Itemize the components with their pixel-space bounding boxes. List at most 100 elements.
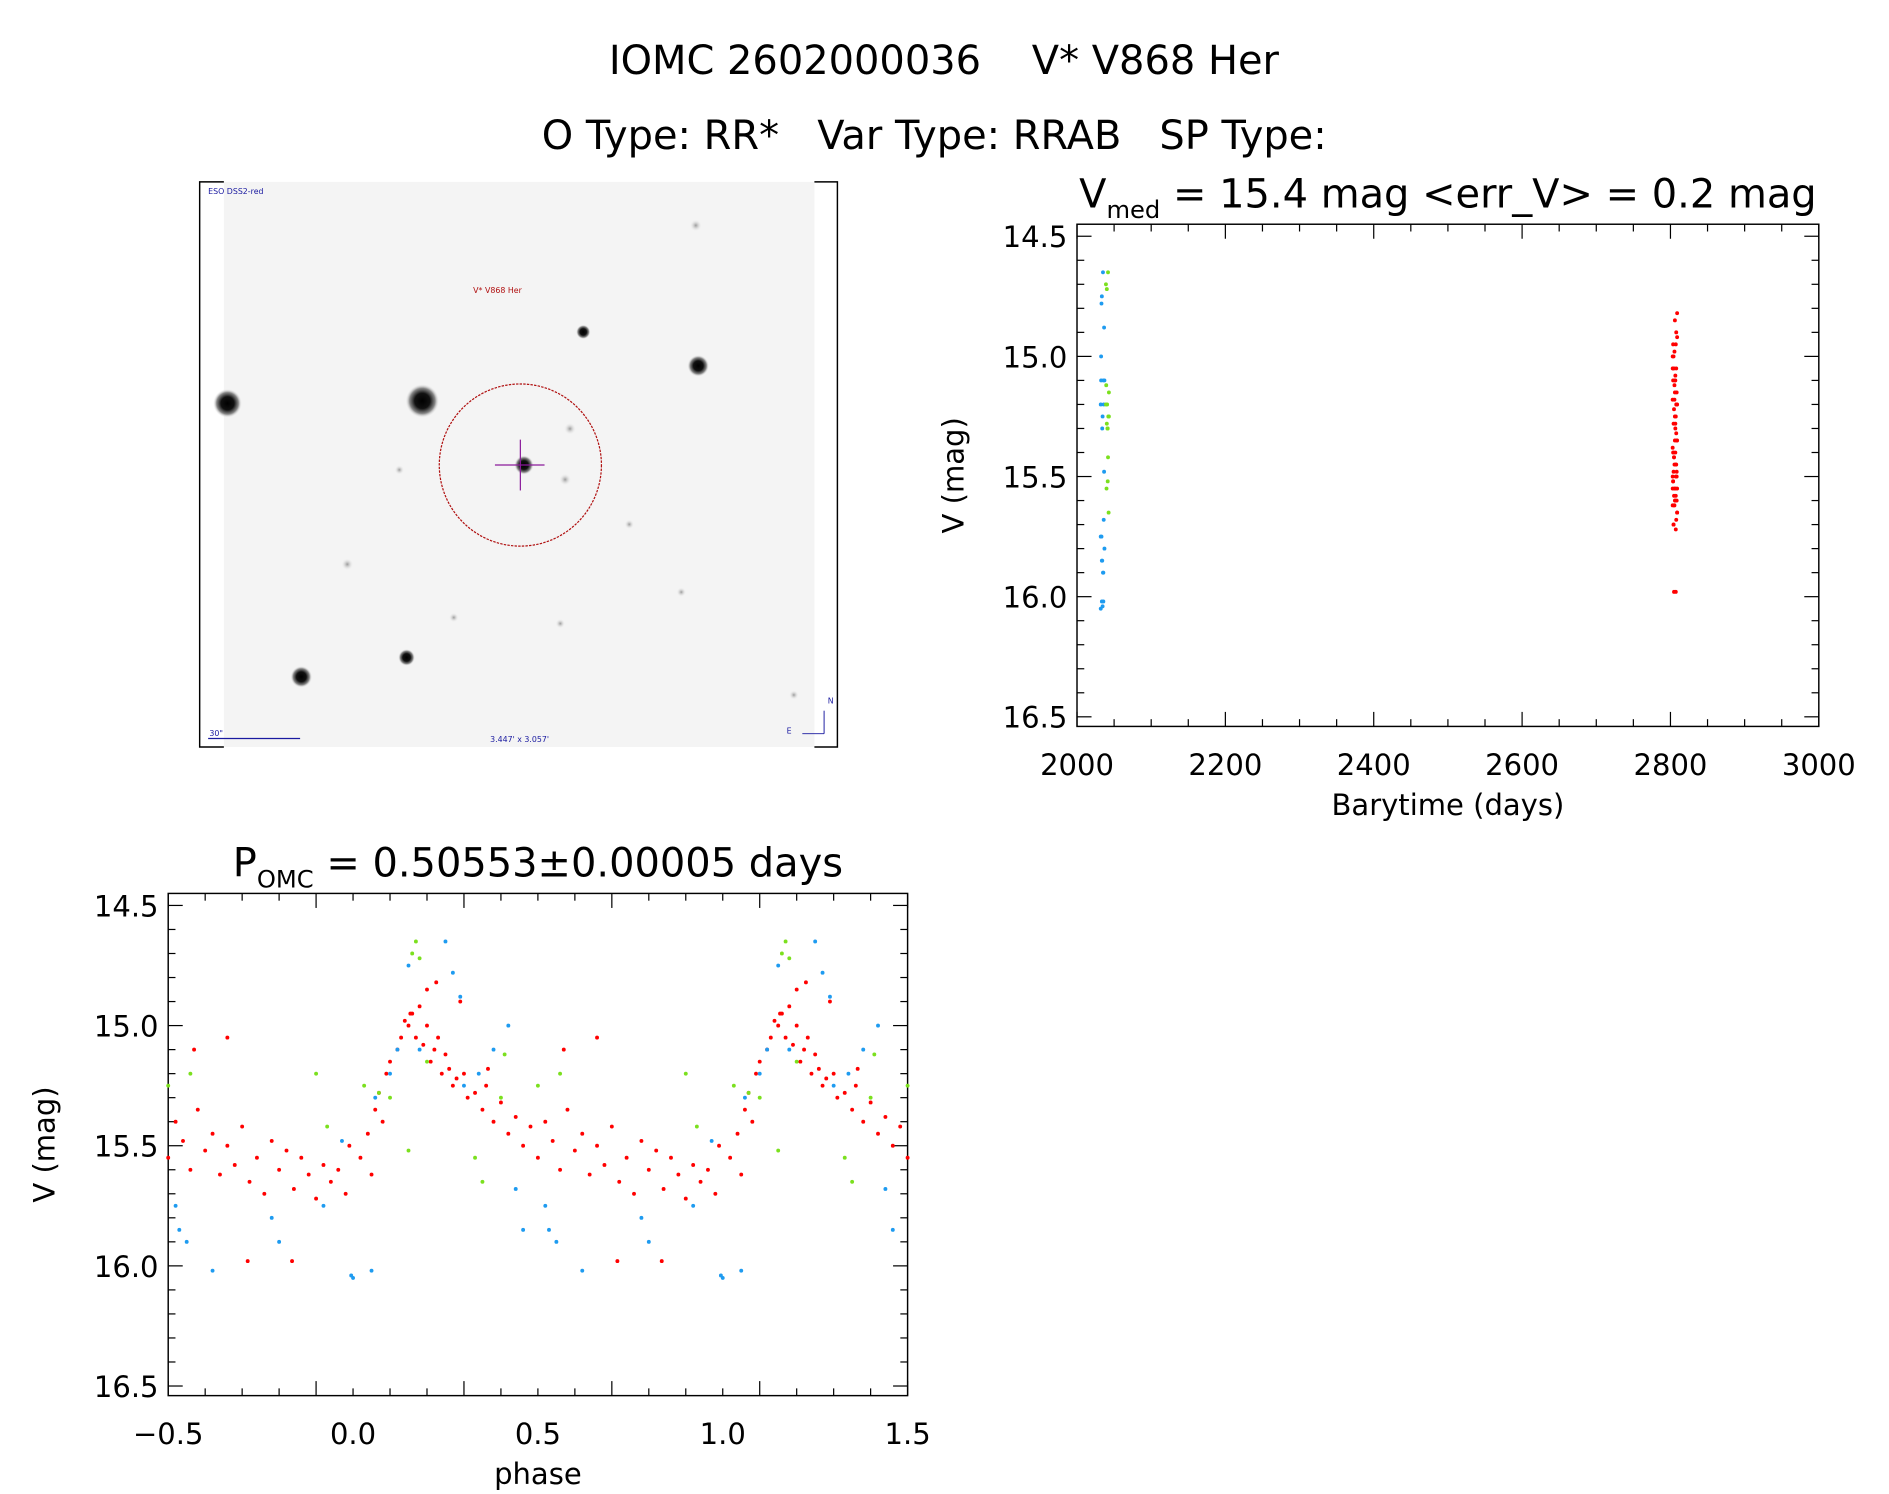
finder-object-label: V* V868 Her: [473, 286, 522, 295]
x-tick-label: 3000: [1782, 748, 1856, 782]
star-blob: [394, 465, 405, 475]
point-red: [615, 1259, 620, 1264]
point-blue: [1101, 517, 1106, 522]
point-green: [905, 1083, 910, 1088]
point-red: [535, 1155, 540, 1160]
point-blue: [321, 1203, 326, 1208]
point-blue: [1102, 325, 1107, 330]
point-red: [1675, 402, 1680, 407]
point-green: [787, 956, 792, 961]
point-blue: [757, 1071, 762, 1076]
point-red: [1675, 311, 1680, 316]
point-blue: [1099, 294, 1104, 299]
point-red: [1673, 378, 1678, 383]
star-blob: [448, 612, 459, 623]
point-green: [868, 1095, 873, 1100]
point-blue: [1102, 469, 1107, 474]
y-tick-label: 14.5: [1003, 220, 1068, 254]
point-green: [535, 1083, 540, 1088]
point-blue: [861, 1047, 866, 1052]
point-blue: [691, 1203, 696, 1208]
point-green: [166, 1083, 171, 1088]
y-tick-label: 16.0: [94, 1250, 159, 1284]
point-red: [388, 1059, 392, 1064]
point-blue: [1100, 426, 1105, 431]
point-red: [1673, 498, 1678, 503]
point-green: [731, 1083, 736, 1088]
point-blue: [369, 1268, 374, 1273]
star-blob: [341, 558, 354, 571]
point-red: [683, 1196, 688, 1201]
point-red: [181, 1138, 185, 1143]
point-red: [543, 1119, 548, 1124]
y-axis-label: V (mag): [936, 417, 970, 533]
x-tick-label: 2800: [1634, 748, 1708, 782]
point-green: [410, 951, 415, 956]
point-red: [358, 1155, 363, 1160]
point-red: [262, 1191, 267, 1196]
point-red: [225, 1035, 230, 1040]
point-red: [1674, 390, 1679, 395]
point-blue: [813, 939, 818, 944]
point-red: [384, 1071, 389, 1076]
point-red: [1673, 426, 1678, 431]
point-red: [254, 1155, 259, 1160]
point-red: [794, 987, 799, 992]
point-green: [683, 1071, 688, 1076]
point-red: [225, 1143, 230, 1148]
star-blob: [687, 354, 710, 377]
point-red: [595, 1035, 599, 1040]
point-blue: [1100, 414, 1105, 419]
point-blue: [340, 1138, 344, 1143]
compass-north-label: N: [828, 696, 834, 705]
point-red: [855, 1066, 860, 1071]
point-red: [835, 1095, 840, 1100]
point-blue: [443, 939, 448, 944]
point-red: [203, 1148, 208, 1153]
finder-survey-label: ESO DSS2-red: [208, 187, 263, 196]
point-red: [436, 1035, 441, 1040]
point-green: [1104, 287, 1109, 292]
compass-icon: [802, 710, 825, 735]
star-blob: [405, 383, 440, 418]
x-tick-label: 2200: [1188, 748, 1262, 782]
point-blue: [639, 1215, 644, 1220]
point-blue: [646, 1239, 651, 1244]
point-red: [805, 1035, 810, 1040]
point-blue: [1101, 570, 1105, 575]
point-green: [1104, 421, 1109, 426]
point-red: [473, 1090, 477, 1095]
point-red: [1672, 407, 1676, 412]
point-red: [1671, 479, 1676, 484]
point-red: [465, 1095, 470, 1100]
point-blue: [506, 1023, 511, 1028]
x-tick-label: 2600: [1485, 748, 1559, 782]
point-green: [498, 1095, 503, 1100]
point-red: [417, 1004, 422, 1009]
time-series-plot: 14.5 15.0 15.5 16.0 16.5 2000 2200 2400 2600 2800…: [936, 171, 1856, 821]
point-green: [1104, 383, 1109, 388]
finder-chart: ESO DSS2-red V* V868 Her 30" 3.447' x 3.…: [198, 181, 839, 748]
point-red: [791, 1042, 795, 1047]
point-blue: [554, 1239, 559, 1244]
point-green: [1106, 414, 1111, 419]
star-blob: [555, 618, 566, 629]
point-blue: [1099, 558, 1104, 563]
point-red: [617, 1179, 622, 1184]
x-tick-label: 1.0: [700, 1417, 746, 1451]
point-red: [408, 1011, 413, 1016]
y-tick-label: 15.5: [94, 1130, 159, 1164]
point-blue: [1099, 599, 1104, 604]
point-blue: [776, 963, 781, 968]
point-green: [776, 1148, 781, 1153]
point-red: [691, 1163, 696, 1167]
time-series-points: [1098, 270, 1680, 611]
point-blue: [543, 1203, 548, 1208]
point-blue: [349, 1273, 354, 1278]
point-blue: [1099, 534, 1104, 539]
point-green: [757, 1095, 762, 1100]
point-red: [1670, 366, 1675, 371]
point-red: [809, 1071, 814, 1076]
point-red: [428, 1059, 433, 1064]
